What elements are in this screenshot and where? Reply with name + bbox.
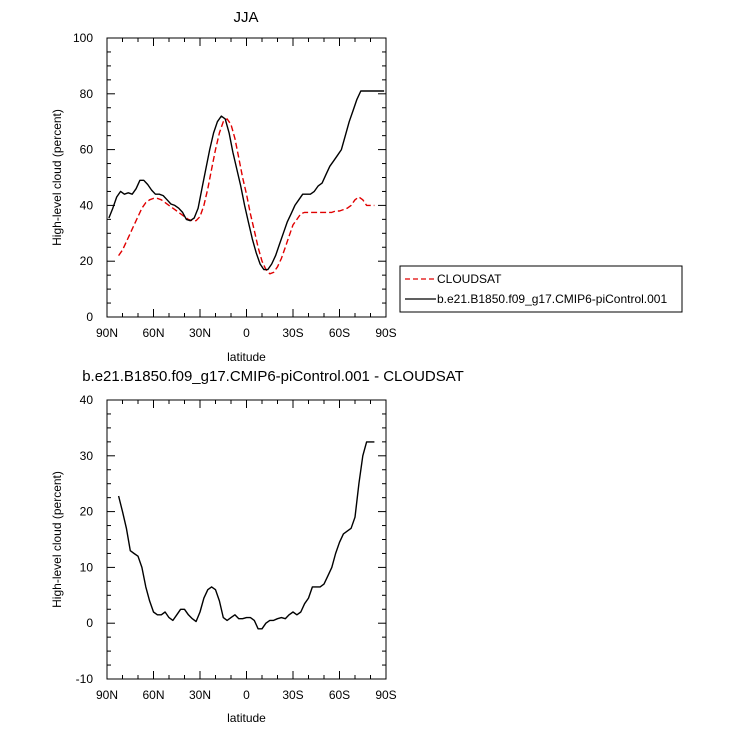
y-tick-label: 40: [80, 198, 94, 212]
x-tick-label: 90S: [375, 688, 396, 702]
top-chart-x-axis-label: latitude: [227, 350, 266, 364]
y-tick-label: 20: [80, 254, 94, 268]
x-tick-label: 30S: [282, 326, 303, 340]
y-tick-label: 60: [80, 143, 94, 157]
bottom-chart-x-axis-label: latitude: [227, 711, 266, 725]
x-tick-label: 60S: [329, 326, 350, 340]
x-tick-label: 60S: [329, 688, 350, 702]
x-tick-label: 0: [243, 326, 250, 340]
top-chart-series: [108, 90, 385, 275]
top-chart-ticks: 90N 60N 30N 0 30S 60S 90S 0 20 40 60 80 100: [73, 31, 397, 340]
x-tick-label: 30S: [282, 688, 303, 702]
top-chart-y-axis-label: High-level cloud (percent): [50, 109, 64, 246]
bottom-chart: b.e21.B1850.f09_g17.CMIP6-piControl.001 …: [50, 368, 464, 725]
bottom-chart-series: [117, 441, 375, 630]
series-line-b-e21-b1850-f09-g17-cmip6-picontrol-001: [108, 90, 385, 271]
x-tick-label: 90S: [375, 326, 396, 340]
top-chart-title: JJA: [233, 9, 258, 26]
x-tick-label: 60N: [142, 326, 164, 340]
bottom-chart-frame: [106, 399, 387, 680]
bottom-chart-y-axis-label: High-level cloud (percent): [50, 471, 64, 608]
x-tick-label: 90N: [96, 326, 118, 340]
y-tick-label: 100: [73, 31, 93, 45]
top-chart-legend: CLOUDSAT b.e21.B1850.f09_g17.CMIP6-piCon…: [399, 265, 683, 313]
y-tick-label: 40: [80, 393, 94, 407]
legend-label-model: b.e21.B1850.f09_g17.CMIP6-piControl.001: [437, 292, 667, 306]
bottom-chart-title: b.e21.B1850.f09_g17.CMIP6-piControl.001 …: [82, 368, 464, 385]
legend-box: [399, 265, 683, 313]
x-tick-label: 90N: [96, 688, 118, 702]
y-tick-label: 10: [80, 560, 94, 574]
bottom-chart-ticks: 90N 60N 30N 0 30S 60S 90S -10 0 10 20 30 40: [76, 393, 397, 702]
y-tick-label: 0: [86, 310, 93, 324]
legend-label-cloudsat: CLOUDSAT: [437, 272, 502, 286]
series-line-difference: [117, 441, 375, 630]
series-line-cloudsat: [118, 118, 375, 275]
y-tick-label: 30: [80, 449, 94, 463]
top-chart: JJA 90N 60N 30N 0 30S 60S 90S 0 20 40 60 80 100 lati…: [50, 9, 683, 364]
y-tick-label: 80: [80, 87, 94, 101]
x-tick-label: 30N: [189, 688, 211, 702]
x-tick-label: 60N: [142, 688, 164, 702]
top-chart-frame: [106, 37, 387, 318]
y-tick-label: 20: [80, 505, 94, 519]
y-tick-label: -10: [76, 672, 94, 686]
x-tick-label: 30N: [189, 326, 211, 340]
x-tick-label: 0: [243, 688, 250, 702]
y-tick-label: 0: [86, 616, 93, 630]
